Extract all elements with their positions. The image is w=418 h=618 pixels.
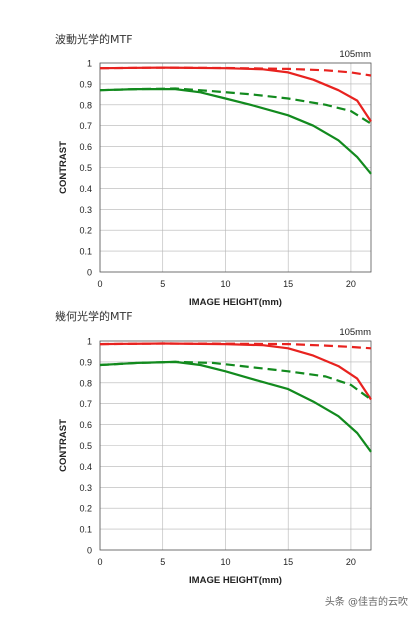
- y-tick-label: 0.8: [79, 378, 92, 388]
- x-tick-label: 5: [160, 279, 165, 289]
- y-tick-label: 0.4: [79, 462, 92, 472]
- mtf-series-red-solid: [99, 342, 372, 401]
- y-tick-label: 0.9: [79, 79, 92, 89]
- y-tick-label: 0: [87, 546, 92, 556]
- mtf-series-green-dashed: [99, 87, 372, 125]
- mtf-series-red-solid: [99, 66, 372, 123]
- y-tick-label: 0.1: [79, 525, 92, 535]
- y-tick-label: 0: [87, 268, 92, 278]
- x-tick-label: 10: [220, 279, 230, 289]
- x-tick-label: 20: [346, 279, 356, 289]
- y-tick-label: 0.3: [79, 205, 92, 215]
- y-tick-label: 0.7: [79, 121, 92, 131]
- plot-frame: [99, 62, 372, 273]
- y-tick-label: 0.2: [79, 226, 92, 236]
- chart-svg-1: 00.10.20.30.40.50.60.70.80.910 5 10 15 20105…: [58, 327, 372, 586]
- plot-frame: [99, 340, 372, 551]
- focal-length-label: 105mm: [339, 327, 371, 338]
- y-tick-label: 0.3: [79, 483, 92, 493]
- x-tick-label: 10: [220, 557, 230, 567]
- x-tick-label: 0: [97, 279, 102, 289]
- y-tick-label: 0.7: [79, 399, 92, 409]
- y-tick-label: 0.9: [79, 357, 92, 367]
- x-tick-label: 15: [283, 279, 293, 289]
- watermark-text: 头条 @佳吉的云吹: [324, 597, 408, 608]
- x-tick-label: 0: [97, 557, 102, 567]
- y-tick-label: 0.5: [79, 163, 92, 173]
- x-axis-label: IMAGE HEIGHT(mm): [189, 297, 282, 308]
- y-tick-label: 1: [87, 337, 92, 347]
- x-axis-label: IMAGE HEIGHT(mm): [189, 575, 282, 586]
- y-axis-label: CONTRAST: [58, 141, 69, 194]
- mtf-series-green-solid: [99, 87, 372, 175]
- chart-title: 波動光学的MTF: [55, 33, 133, 46]
- y-tick-label: 0.2: [79, 504, 92, 514]
- x-tick-label: 20: [346, 557, 356, 567]
- x-tick-label: 5: [160, 557, 165, 567]
- y-tick-label: 0.1: [79, 247, 92, 257]
- y-tick-label: 0.5: [79, 441, 92, 451]
- chart-svg-0: 00.10.20.30.40.50.60.70.80.910 5 10 15 20105…: [58, 49, 372, 308]
- mtf-series-red-dashed: [99, 342, 372, 350]
- y-tick-label: 0.6: [79, 142, 92, 152]
- y-axis-label: CONTRAST: [58, 419, 69, 472]
- mtf-series-green-solid: [99, 360, 372, 453]
- x-tick-label: 15: [283, 557, 293, 567]
- y-tick-label: 0.8: [79, 100, 92, 110]
- y-tick-label: 0.4: [79, 184, 92, 194]
- mtf-series-green-dashed: [99, 360, 372, 401]
- chart-title: 幾何光学的MTF: [55, 310, 133, 323]
- mtf-series-red-dashed: [99, 66, 372, 77]
- y-tick-label: 1: [87, 59, 92, 69]
- y-tick-label: 0.6: [79, 420, 92, 430]
- focal-length-label: 105mm: [339, 49, 371, 60]
